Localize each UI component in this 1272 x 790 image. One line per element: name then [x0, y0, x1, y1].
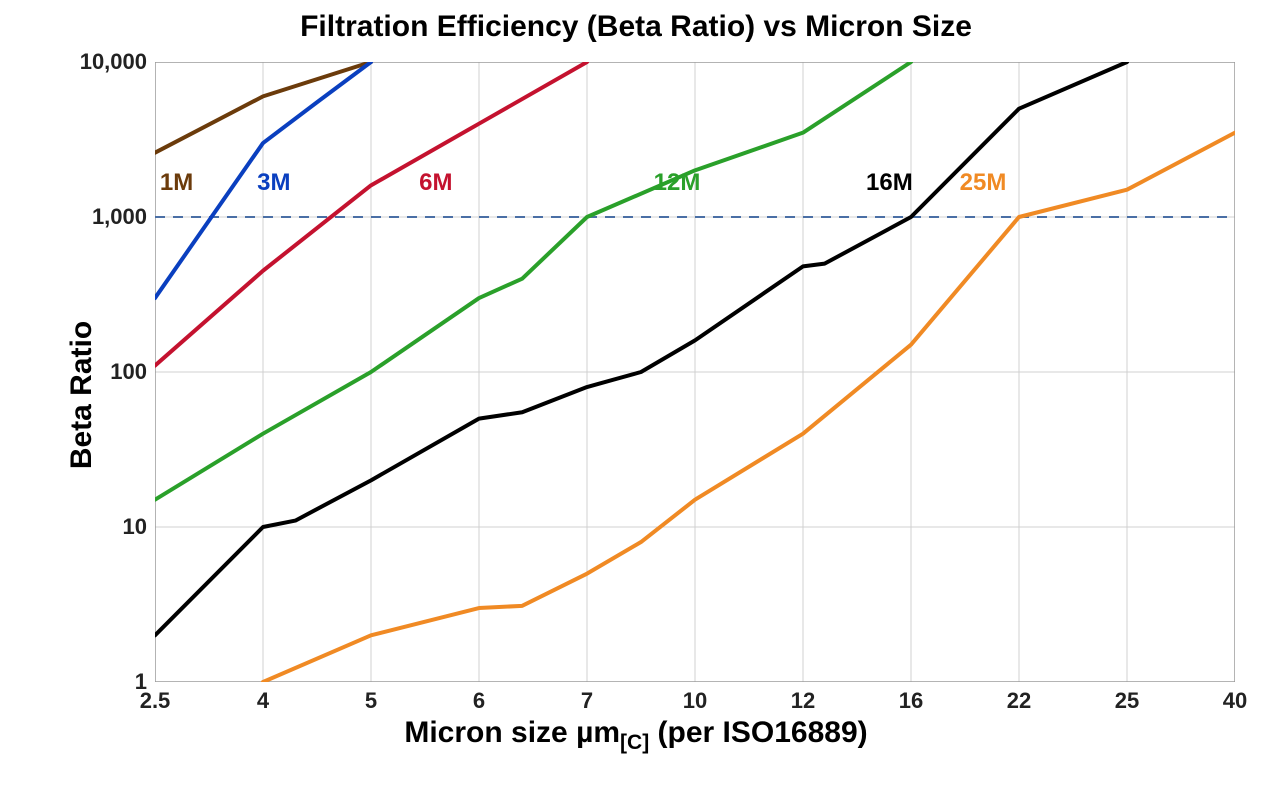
x-tick-label: 2.5: [140, 688, 171, 714]
y-tick-label: 10,000: [80, 49, 147, 75]
x-tick-label: 12: [791, 688, 815, 714]
series-label-6M: 6M: [419, 169, 452, 197]
x-tick-label: 7: [581, 688, 593, 714]
x-tick-label: 25: [1115, 688, 1139, 714]
x-tick-label: 4: [257, 688, 269, 714]
x-tick-label: 40: [1223, 688, 1247, 714]
y-tick-label: 100: [110, 359, 147, 385]
x-tick-label: 10: [683, 688, 707, 714]
plot-area: [155, 62, 1235, 682]
series-label-25M: 25M: [960, 169, 1007, 197]
chart-container: Filtration Efficiency (Beta Ratio) vs Mi…: [0, 0, 1272, 790]
x-axis-label: Micron size µm[C] (per ISO16889): [0, 716, 1272, 755]
series-label-12M: 12M: [654, 169, 701, 197]
series-label-1M: 1M: [160, 169, 193, 197]
y-tick-label: 1,000: [92, 204, 147, 230]
y-axis-label: Beta Ratio: [65, 321, 99, 469]
x-tick-label: 6: [473, 688, 485, 714]
x-tick-label: 5: [365, 688, 377, 714]
x-tick-label: 16: [899, 688, 923, 714]
series-label-16M: 16M: [866, 169, 913, 197]
chart-title: Filtration Efficiency (Beta Ratio) vs Mi…: [0, 10, 1272, 44]
y-tick-label: 10: [123, 514, 147, 540]
x-tick-label: 22: [1007, 688, 1031, 714]
series-label-3M: 3M: [257, 169, 290, 197]
